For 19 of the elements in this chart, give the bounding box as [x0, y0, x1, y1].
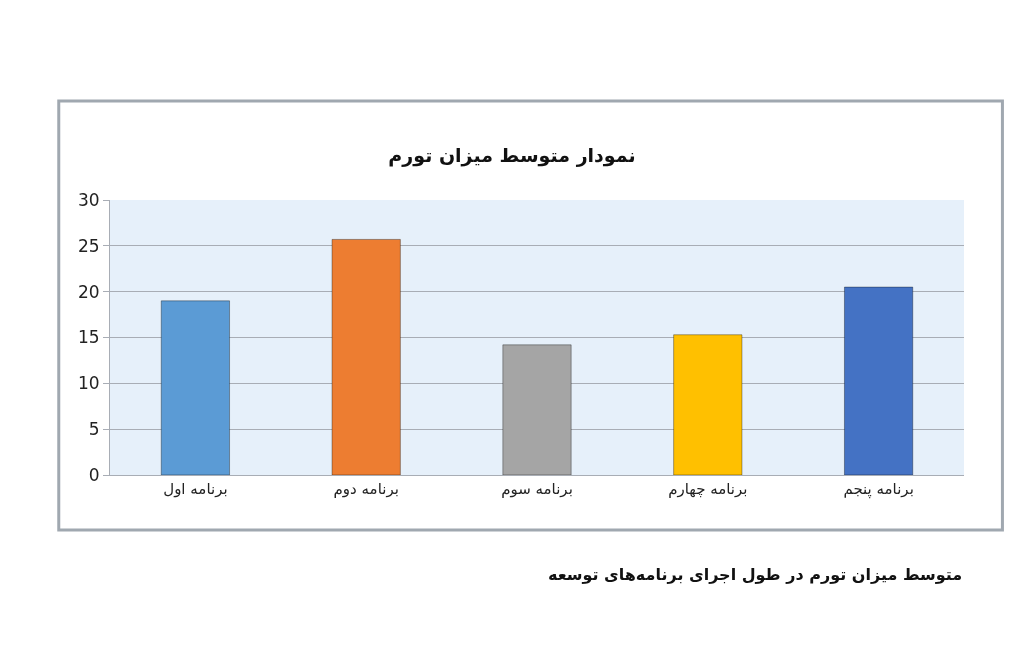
x-tick-label: برنامه پنجم — [843, 480, 914, 499]
x-tick-label: برنامه سوم — [501, 480, 573, 498]
x-tick-label: برنامه دوم — [333, 480, 399, 498]
bar — [673, 334, 743, 475]
text: متوسط میزان تورم در طول اجرای برنامه‌های توسعه — [548, 565, 963, 584]
chart-title: نمودار متوسط میزان تورم — [388, 143, 636, 167]
y-tick-label: 20 — [77, 281, 100, 302]
y-tick-label: 30 — [77, 189, 100, 210]
bar — [843, 286, 914, 475]
bar — [160, 300, 231, 475]
y-tick-label: 5 — [88, 419, 100, 440]
y-tick-label: 10 — [77, 373, 100, 394]
x-tick-label: برنامه چهارم — [668, 480, 748, 498]
bar — [331, 238, 401, 475]
x-tick-label: برنامه اول — [163, 480, 228, 498]
y-tick-label: 0 — [88, 464, 100, 485]
y-tick-label: 15 — [77, 327, 100, 348]
y-tick-label: 25 — [77, 235, 100, 256]
bar — [502, 344, 572, 475]
